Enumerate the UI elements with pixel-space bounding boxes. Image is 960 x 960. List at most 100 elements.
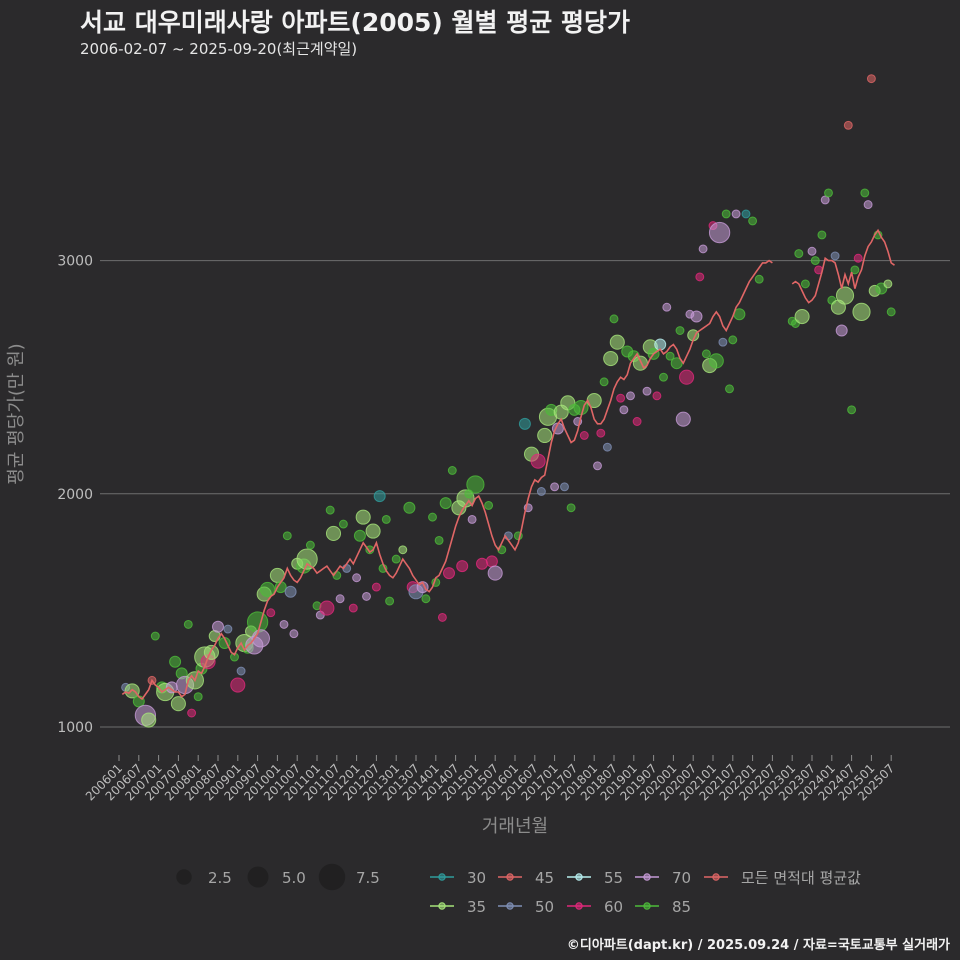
legend: 2.5 5.0 7.5 30 45 55 70 모든 면적대 평균값 35 50 60 85 xyxy=(176,863,861,916)
data-point-155 xyxy=(731,209,741,219)
color-legend-dot-5 xyxy=(438,902,446,910)
color-legend-dot-6 xyxy=(506,902,514,910)
color-legend-dot-8 xyxy=(643,902,651,910)
data-point-90 xyxy=(484,501,494,510)
data-point-137 xyxy=(670,357,683,370)
data-point-54 xyxy=(335,594,345,604)
data-point-188 xyxy=(886,307,896,317)
size-legend-label-1: 5.0 xyxy=(282,869,306,887)
data-point-159 xyxy=(754,274,764,284)
data-point-149 xyxy=(708,353,724,369)
data-point-135 xyxy=(662,302,672,312)
data-point-127 xyxy=(632,417,642,426)
color-legend-label-0: 30 xyxy=(467,869,486,887)
data-point-89 xyxy=(476,557,488,570)
credit-text: ©디아파트(dapt.kr) / 2025.09.24 / 자료=국토교통부 실… xyxy=(566,938,950,953)
color-legend-dot-4 xyxy=(712,873,720,881)
data-point-166 xyxy=(810,256,820,266)
data-point-28 xyxy=(236,666,246,676)
data-point-122 xyxy=(616,393,626,403)
data-point-65 xyxy=(373,490,386,503)
data-point-87 xyxy=(467,514,477,524)
y-tick-1000: 1000 xyxy=(57,720,93,736)
data-point-152 xyxy=(721,209,731,219)
data-point-115 xyxy=(593,461,602,471)
size-legend-label-2: 7.5 xyxy=(356,869,380,887)
data-point-157 xyxy=(741,209,751,219)
color-legend-label-2: 55 xyxy=(604,869,623,887)
data-point-128 xyxy=(632,355,648,371)
data-point-58 xyxy=(352,573,362,583)
data-point-120 xyxy=(609,314,619,324)
data-point-101 xyxy=(537,427,553,444)
data-point-81 xyxy=(443,567,455,580)
data-point-136 xyxy=(665,351,675,361)
data-point-158 xyxy=(748,216,758,226)
color-legend-dot-2 xyxy=(575,873,583,881)
data-point-116 xyxy=(596,428,606,438)
y-tick-3000: 3000 xyxy=(57,254,93,270)
data-point-163 xyxy=(794,308,810,325)
data-point-164 xyxy=(800,279,810,289)
data-point-55 xyxy=(338,519,348,529)
data-point-118 xyxy=(602,442,612,452)
data-point-177 xyxy=(847,405,857,415)
grid-lines xyxy=(100,260,950,728)
y-tick-labels: 1000 2000 3000 xyxy=(57,254,93,736)
data-point-91 xyxy=(485,555,498,568)
data-point-176 xyxy=(843,120,853,130)
data-point-82 xyxy=(447,466,457,475)
data-point-21 xyxy=(203,644,219,660)
data-point-36 xyxy=(259,581,276,597)
data-point-150 xyxy=(708,221,731,244)
data-point-146 xyxy=(701,349,711,359)
data-point-179 xyxy=(853,253,863,263)
data-point-4 xyxy=(141,712,157,728)
data-point-168 xyxy=(817,230,827,240)
data-point-170 xyxy=(824,188,833,198)
data-point-181 xyxy=(860,188,870,198)
color-legend-label-5: 35 xyxy=(467,898,486,916)
data-point-88 xyxy=(466,475,485,494)
data-point-37 xyxy=(266,608,276,618)
data-point-40 xyxy=(279,619,289,629)
data-point-27 xyxy=(230,677,246,693)
color-legend-label-1: 45 xyxy=(535,869,554,887)
data-point-144 xyxy=(695,272,705,282)
data-point-41 xyxy=(282,531,292,541)
data-point-182 xyxy=(863,200,873,210)
data-point-117 xyxy=(599,377,609,387)
data-point-60 xyxy=(355,509,371,525)
data-point-70 xyxy=(398,545,408,555)
data-point-123 xyxy=(619,405,629,415)
data-point-79 xyxy=(437,612,447,622)
data-point-80 xyxy=(439,497,452,510)
data-point-43 xyxy=(289,629,299,639)
data-point-134 xyxy=(659,372,668,382)
size-legend-dot-2 xyxy=(318,863,346,891)
data-points xyxy=(121,74,896,728)
data-point-71 xyxy=(403,501,416,514)
data-point-67 xyxy=(381,514,391,524)
data-point-129 xyxy=(642,386,652,396)
data-point-25 xyxy=(223,624,233,634)
data-point-78 xyxy=(434,535,444,545)
data-point-100 xyxy=(536,487,546,496)
data-point-47 xyxy=(305,540,315,550)
data-point-187 xyxy=(883,279,893,289)
color-legend-dot-1 xyxy=(506,873,514,881)
size-legend-dot-1 xyxy=(247,866,269,888)
data-point-52 xyxy=(325,525,342,541)
data-point-92 xyxy=(487,565,503,581)
data-point-151 xyxy=(718,337,728,347)
color-legend-dot-0 xyxy=(438,873,446,881)
data-point-33 xyxy=(246,611,269,633)
x-axis-title: 거래년월 xyxy=(482,816,548,837)
data-point-42 xyxy=(284,585,297,598)
data-point-11 xyxy=(170,696,186,712)
data-point-165 xyxy=(807,246,817,256)
data-point-10 xyxy=(169,655,182,668)
data-point-107 xyxy=(560,482,569,492)
data-point-143 xyxy=(690,310,703,323)
data-point-46 xyxy=(296,548,318,570)
